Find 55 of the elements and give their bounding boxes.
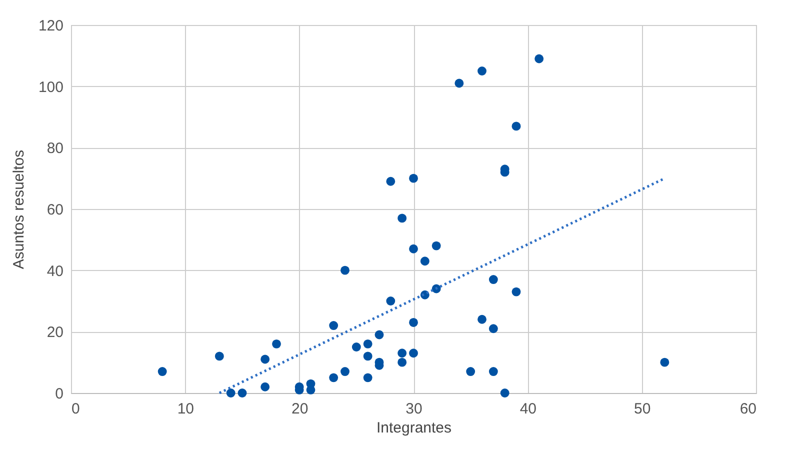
point bbox=[329, 321, 338, 330]
x-tick-label: 0 bbox=[72, 400, 80, 418]
point bbox=[660, 358, 670, 367]
point bbox=[488, 367, 498, 376]
point bbox=[374, 330, 384, 340]
point bbox=[398, 358, 407, 367]
point bbox=[158, 367, 167, 376]
x-tick-label: 20 bbox=[291, 400, 308, 418]
point bbox=[363, 339, 372, 348]
y-tick-label: 60 bbox=[46, 202, 64, 218]
point bbox=[340, 266, 350, 275]
x-tick-label: 60 bbox=[740, 400, 756, 418]
point bbox=[409, 318, 418, 327]
point bbox=[260, 382, 270, 392]
point bbox=[409, 244, 418, 254]
x-tick-label: 10 bbox=[177, 400, 194, 418]
point bbox=[488, 275, 498, 284]
point bbox=[329, 373, 338, 382]
point bbox=[512, 122, 521, 131]
point bbox=[534, 54, 544, 64]
y-tick-label: 40 bbox=[46, 262, 64, 280]
y-tick-label: 0 bbox=[55, 386, 64, 402]
x-tick-label: 40 bbox=[520, 400, 537, 418]
y-tick-label: 100 bbox=[38, 78, 64, 96]
point bbox=[386, 296, 396, 306]
point bbox=[363, 373, 372, 382]
point bbox=[454, 78, 464, 88]
point bbox=[214, 352, 224, 361]
point bbox=[226, 388, 236, 398]
point bbox=[340, 367, 350, 376]
point bbox=[478, 314, 486, 324]
point bbox=[363, 352, 372, 361]
y-tick-label: 80 bbox=[46, 140, 64, 158]
x-tick-label: 30 bbox=[406, 400, 422, 418]
point bbox=[420, 256, 430, 266]
point bbox=[488, 324, 498, 334]
point bbox=[386, 176, 396, 186]
y-axis-title: Asuntos resueltos bbox=[10, 150, 28, 270]
point bbox=[512, 287, 521, 296]
x-tick-label: 50 bbox=[634, 400, 651, 418]
point bbox=[398, 348, 407, 358]
point bbox=[238, 388, 247, 398]
point bbox=[500, 388, 510, 398]
x-axis-title: Integrantes bbox=[376, 420, 452, 436]
point bbox=[272, 339, 281, 348]
point bbox=[466, 367, 476, 376]
point bbox=[409, 174, 418, 183]
point bbox=[432, 241, 441, 250]
point bbox=[398, 214, 407, 223]
y-tick-label: 20 bbox=[46, 324, 64, 342]
point bbox=[478, 66, 486, 76]
y-tick-label: 120 bbox=[38, 18, 64, 34]
point bbox=[352, 342, 361, 352]
point bbox=[260, 354, 270, 364]
point bbox=[409, 348, 418, 358]
